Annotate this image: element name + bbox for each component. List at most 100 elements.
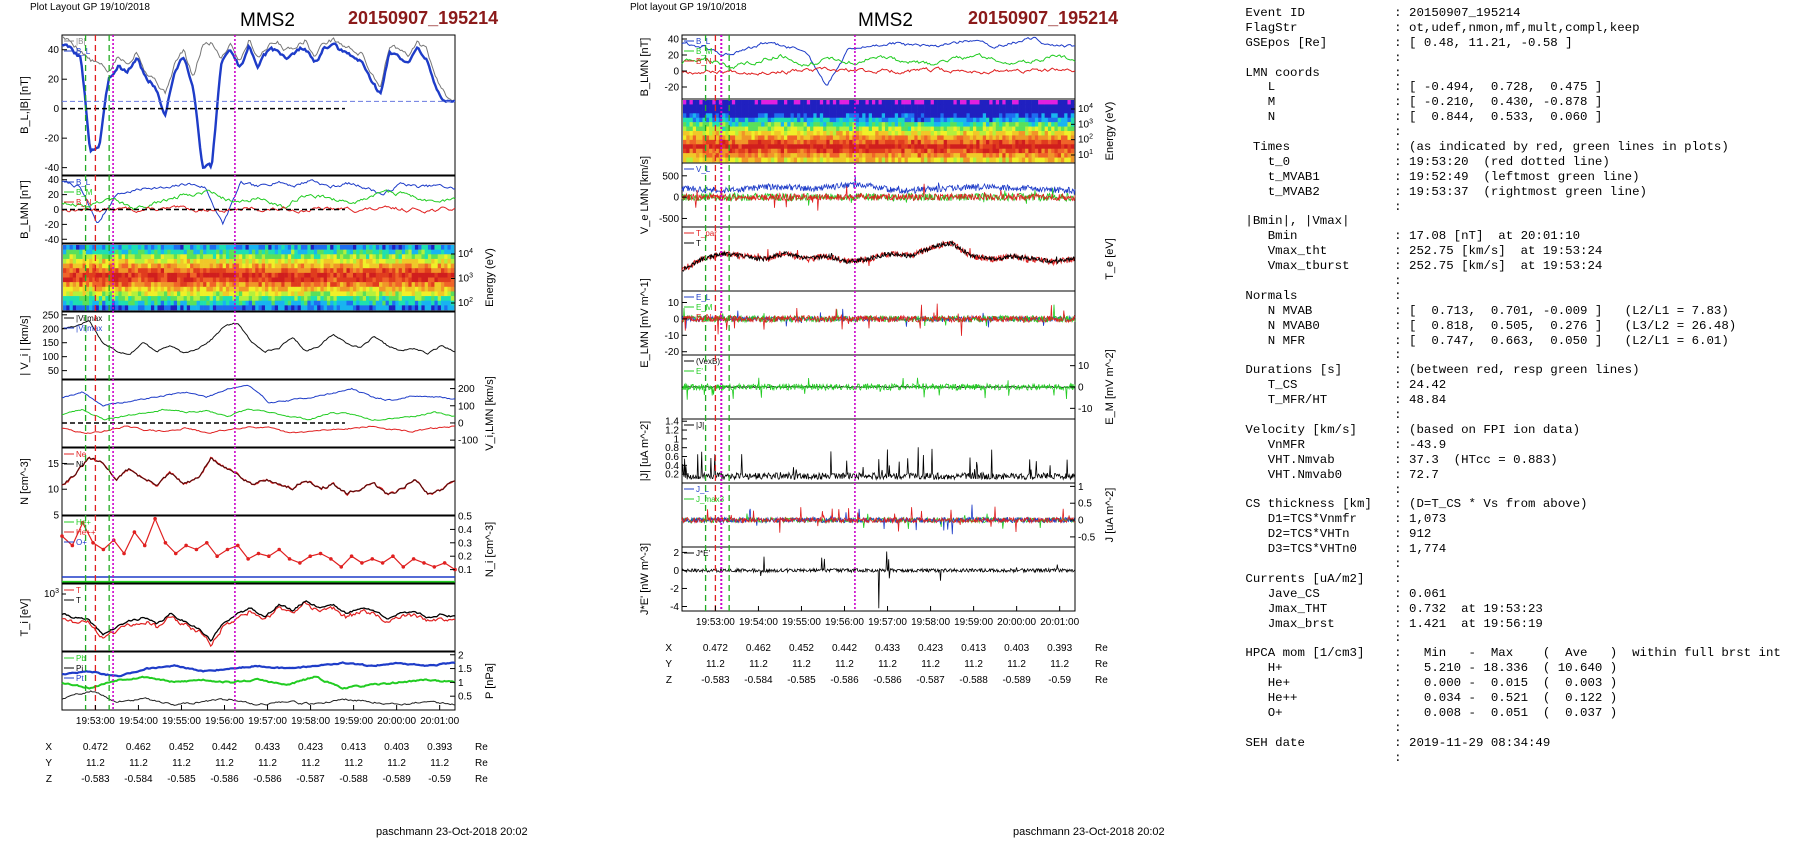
spectrogram-pixel — [242, 305, 246, 311]
spectrogram-pixel — [251, 277, 256, 283]
spectrogram-pixel — [731, 126, 736, 132]
spectrogram-pixel — [1067, 144, 1072, 150]
info-row: FlagStr : ot,udef,nmon,mf,mult,compl,kee… — [1238, 21, 1798, 36]
spectrogram-pixel — [927, 157, 931, 163]
spectrogram-pixel — [229, 263, 233, 269]
spectrogram-pixel — [261, 291, 266, 297]
spectrogram-pixel — [447, 282, 452, 288]
spectrogram-pixel — [108, 268, 113, 274]
pos-value: -0.589 — [382, 774, 411, 785]
spectrogram-pixel — [810, 157, 814, 163]
spectrogram-pixel — [346, 254, 351, 260]
spectrogram-pixel — [810, 139, 814, 145]
spectrogram-pixel — [431, 254, 435, 260]
spectrogram-pixel — [265, 300, 269, 306]
spectrogram-pixel — [98, 300, 103, 306]
spectrogram-pixel — [709, 117, 713, 123]
spectrogram-pixel — [927, 104, 931, 110]
spectrogram-pixel — [424, 249, 429, 255]
pos-value: 0.462 — [126, 742, 151, 753]
spectrogram-pixel — [102, 245, 106, 250]
spectrogram-pixel — [297, 272, 302, 278]
spectrogram-pixel — [849, 144, 853, 150]
spectrogram-pixel — [69, 277, 74, 283]
spectrogram-pixel — [943, 117, 948, 123]
spectrogram-pixel — [1060, 153, 1065, 158]
spectrogram-pixel — [401, 277, 406, 283]
spectrogram-pixel — [1034, 122, 1039, 127]
spectrogram-pixel — [268, 263, 272, 269]
spectrogram-pixel — [339, 254, 344, 260]
spectrogram-pixel — [1067, 157, 1072, 163]
spectrogram-pixel — [689, 117, 694, 123]
spectrogram-pixel — [336, 268, 341, 274]
spectrogram-pixel — [715, 100, 720, 105]
spectrogram-pixel — [349, 286, 354, 292]
spectrogram-pixel — [689, 108, 694, 114]
spectrogram-pixel — [1025, 144, 1029, 150]
spectrogram-pixel — [388, 291, 393, 297]
spectrogram-pixel — [1021, 122, 1026, 127]
spectrogram-pixel — [751, 104, 755, 110]
spectrogram-pixel — [121, 300, 126, 306]
spectrogram-pixel — [774, 100, 778, 105]
spectrogram-pixel — [352, 291, 357, 297]
spectrogram-pixel — [105, 263, 109, 269]
spectrogram-pixel — [924, 148, 928, 154]
spectrogram-pixel — [72, 258, 77, 264]
spectrogram-pixel — [405, 245, 409, 250]
spectrogram-pixel — [946, 117, 951, 123]
spectrogram-pixel — [816, 135, 821, 141]
spectrogram-pixel — [920, 131, 925, 136]
spectrogram-pixel — [105, 277, 109, 283]
data-point — [153, 516, 157, 521]
spectrogram-pixel — [216, 272, 220, 278]
spectrogram-pixel — [950, 104, 954, 110]
spectrogram-pixel — [294, 268, 298, 274]
spectrogram-pixel — [1067, 148, 1072, 154]
spectrogram-pixel — [209, 258, 214, 264]
data-point — [215, 554, 219, 558]
spectrogram-pixel — [754, 148, 759, 154]
info-separator: : — [1394, 646, 1410, 661]
spectrogram-pixel — [395, 277, 399, 283]
spectrogram-pixel — [69, 296, 74, 302]
spectrogram-pixel — [346, 286, 351, 292]
spectrogram-pixel — [891, 131, 896, 136]
spectrogram-pixel — [790, 153, 795, 158]
spectrogram-pixel — [842, 135, 847, 141]
spectrogram-pixel — [1002, 135, 1006, 141]
spectrogram-pixel — [190, 300, 194, 306]
spectrogram-pixel — [712, 117, 716, 123]
spectrogram-pixel — [193, 296, 197, 302]
spectrogram-pixel — [699, 148, 703, 154]
info-key: Times — [1238, 140, 1395, 155]
info-separator: : — [1394, 95, 1410, 110]
info-key: Durations [s] — [1238, 363, 1395, 378]
spectrogram-pixel — [369, 286, 373, 292]
spectrogram-pixel — [904, 139, 909, 145]
spectrogram-pixel — [346, 291, 351, 297]
spectrogram-pixel — [79, 254, 83, 260]
spectrogram-pixel — [1005, 135, 1010, 141]
spectrogram-pixel — [829, 135, 834, 141]
spectrogram-pixel — [82, 249, 87, 255]
spectrogram-pixel — [219, 305, 223, 311]
spectrogram-pixel — [180, 263, 184, 269]
spectrogram-pixel — [764, 100, 769, 105]
spectrogram-pixel — [764, 135, 769, 141]
spectrogram-pixel — [731, 148, 736, 154]
spectrogram-pixel — [976, 139, 980, 145]
spectrogram-pixel — [193, 263, 197, 269]
spectrogram-pixel — [823, 153, 827, 158]
spectrogram-pixel — [343, 291, 347, 297]
spectrogram-pixel — [72, 277, 77, 283]
spectrogram-pixel — [943, 104, 948, 110]
spectrogram-pixel — [894, 126, 899, 132]
spectrogram-pixel — [297, 300, 302, 306]
spectrogram-pixel — [852, 144, 856, 150]
spectrogram-pixel — [728, 157, 733, 163]
spectrogram-pixel — [229, 249, 233, 255]
info-key: L — [1238, 80, 1395, 95]
pos-value: 0.423 — [918, 643, 943, 654]
